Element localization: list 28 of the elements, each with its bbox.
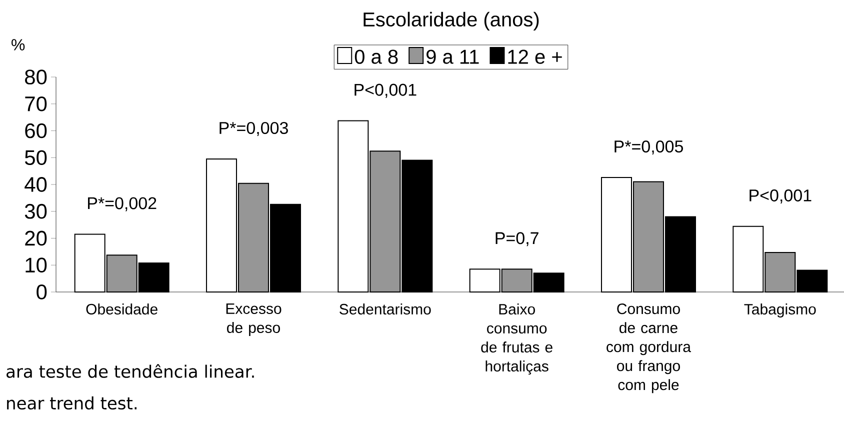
y-tick-label: 40 xyxy=(24,177,47,192)
x-tick-label: Tabagismo xyxy=(744,304,816,318)
legend-label: 9 a 11 xyxy=(426,50,479,64)
text: ara teste de tendência linear. xyxy=(6,364,254,378)
y-tick-label: 0 xyxy=(36,284,47,300)
annotation: P*=0,002 xyxy=(88,197,156,212)
y-tick-label: 60 xyxy=(25,123,47,138)
y-tick-label: 30 xyxy=(24,204,47,219)
annotation: P<0,001 xyxy=(750,189,812,204)
x-tick-label: Excesso de peso xyxy=(226,304,282,336)
x-tick-label: Baixo consumo de frutas e hortaliças xyxy=(481,304,552,375)
annotation: P=0,7 xyxy=(496,232,538,246)
y-axis-title: % xyxy=(12,39,25,50)
y-tick-label: 70 xyxy=(25,96,47,112)
annotation: P<0,001 xyxy=(354,84,416,98)
y-tick-label: 50 xyxy=(24,150,47,166)
legend-label: 0 a 8 xyxy=(354,50,398,64)
x-tick-label: Consumo de carne com gordura ou frango com pele xyxy=(606,304,691,394)
x-tick-label: Obesidade xyxy=(86,304,158,315)
annotation: P*=0,003 xyxy=(220,122,288,136)
x-tick-label: Sedentarismo xyxy=(340,304,431,315)
y-tick-label: 10 xyxy=(26,258,47,273)
y-tick-label: 20 xyxy=(25,230,47,246)
annotation: P*=0,005 xyxy=(614,140,683,155)
legend-label: 12 e + xyxy=(508,50,562,64)
legend-title: Escolaridade (anos) xyxy=(364,12,539,30)
y-tick-label: 80 xyxy=(25,70,47,84)
text: near trend test. xyxy=(7,396,136,410)
